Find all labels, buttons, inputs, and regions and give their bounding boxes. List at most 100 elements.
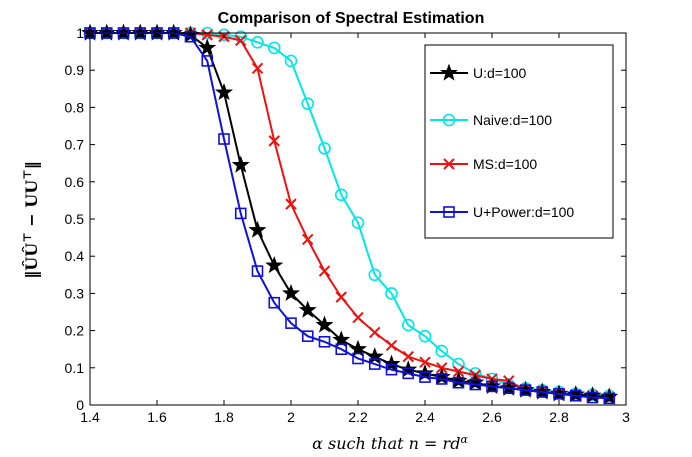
legend-marker-circle [442,113,456,127]
plot-area [80,23,619,405]
data-point-x [402,350,414,363]
legend-label: MS:d=100 [473,156,537,172]
data-point-circle [435,344,449,358]
data-point-square [536,386,549,398]
data-point-star [248,220,267,238]
data-point-square [502,382,515,395]
chart-title: Comparison of Spectral Estimation [218,10,485,27]
data-point-square [335,343,348,356]
y-tick-label: 0.7 [65,137,85,153]
data-point-square [251,265,264,277]
data-point-square [586,391,599,404]
y-tick-label: 0.8 [65,99,85,115]
data-point-square [352,352,364,365]
legend-label: U:d=100 [473,65,527,81]
data-point-x [352,311,364,324]
data-point-square [285,317,297,329]
data-point-square [218,133,230,145]
series-line-square [90,32,610,400]
x-tick-label: 1.8 [214,409,234,425]
y-tick-label: 0.2 [65,323,85,339]
data-point-star [298,300,317,318]
data-point-square [486,380,498,393]
data-point-circle [418,329,432,343]
data-point-x [419,356,431,368]
data-point-x [302,233,314,246]
data-point-star [281,283,301,302]
x-axis-label: α such that n = rdα [312,433,468,453]
data-point-circle [217,28,231,42]
data-point-square [368,358,381,370]
legend-box [424,44,614,239]
legend: U:d=100 Naive:d=100 MS:d=100 U+Power:d=100 [424,44,614,239]
data-point-star [198,38,217,56]
axes: 1.4 1.6 1.8 2 2.2 2.4 2.6 2.8 3 0 0.1 0.2 0.3 0.4 0.5 0… [65,25,631,425]
data-point-square [301,330,314,342]
data-point-circle [351,216,365,230]
data-point-square [268,296,281,309]
y-tick-label: 0.9 [65,62,85,78]
legend-marker-x [443,158,455,170]
data-point-x [251,62,264,75]
data-point-circle [385,287,398,300]
data-point-square [553,388,565,400]
data-point-square [469,378,482,391]
data-point-square [318,335,331,348]
data-point-star [332,330,351,348]
y-axis-label: ‖ÛÛ⊤ − UU⊤‖ [21,161,41,278]
data-point-square [184,30,197,43]
data-point-x [385,339,398,352]
data-point-circle [301,97,315,110]
data-point-x [285,198,297,210]
data-point-circle [284,54,298,68]
x-tick-label: 2.4 [415,409,435,425]
x-tick-label: 2.2 [348,409,368,425]
data-point-x [369,326,381,339]
data-point-circle [401,318,415,332]
data-point-square [435,373,448,385]
data-point-square [519,384,532,396]
data-point-circle [368,268,382,282]
data-point-square [402,367,415,380]
data-point-x [235,34,247,47]
data-point-square [385,363,398,376]
x-tick-label: 2.8 [549,409,569,425]
x-tick-label: 2 [287,409,295,425]
x-tick-label: 3 [622,409,630,425]
data-point-star [382,354,401,372]
data-point-x [318,265,331,277]
data-point-star [315,315,334,333]
data-point-circle [251,35,264,49]
data-point-square [234,207,247,220]
data-point-x [268,135,280,147]
y-tick-label: 0.3 [65,285,85,301]
y-tick-label: 0.5 [65,211,85,227]
legend-label: U+Power:d=100 [473,204,574,220]
y-tick-label: 0.4 [65,248,85,264]
data-point-star [231,155,250,173]
y-tick-label: 0.6 [65,174,85,190]
data-point-circle [267,41,281,55]
data-point-x [335,291,347,303]
data-point-square [452,376,465,389]
data-point-star [214,83,234,101]
data-point-circle [452,357,465,371]
x-tick-label: 2.6 [482,409,502,425]
data-point-x [201,29,213,41]
data-point-star [365,347,384,365]
data-point-square [201,55,214,67]
legend-label: Naive:d=100 [473,112,552,128]
y-tick-label: 1 [76,25,84,41]
data-point-square [569,389,582,402]
x-tick-label: 1.6 [147,409,167,425]
y-tick-label: 0.1 [65,360,85,376]
data-point-square [603,392,616,405]
data-point-star [265,256,284,274]
data-point-star [348,339,368,357]
x-tick-label: 1.4 [80,409,100,425]
data-point-circle [334,188,348,202]
legend-marker-square [443,206,455,218]
data-point-square [419,371,431,383]
data-point-circle [318,142,331,155]
y-tick-label: 0 [76,397,84,413]
